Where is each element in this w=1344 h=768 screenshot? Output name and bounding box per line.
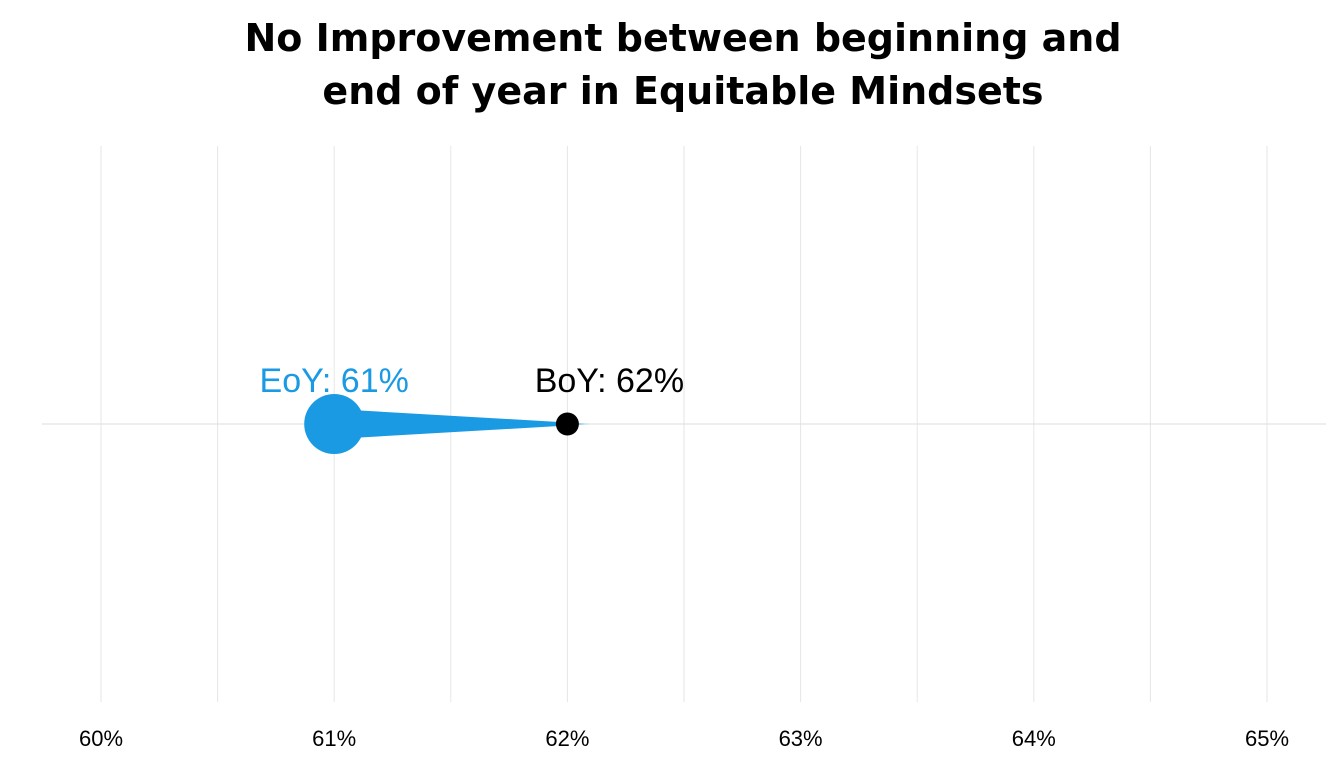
change-arrow xyxy=(334,409,594,439)
x-tick-label: 60% xyxy=(79,726,123,751)
x-tick-label: 62% xyxy=(545,726,589,751)
eoy-point xyxy=(304,394,365,454)
chart-title-line-1: No Improvement between beginning and xyxy=(244,16,1122,60)
x-tick-label: 61% xyxy=(312,726,356,751)
x-tick-label: 64% xyxy=(1012,726,1056,751)
chart-title-line-2: end of year in Equitable Mindsets xyxy=(322,69,1044,113)
x-tick-label: 63% xyxy=(779,726,823,751)
boy-label: BoY: 62% xyxy=(535,362,684,400)
x-tick-label: 65% xyxy=(1245,726,1289,751)
grid-lines xyxy=(42,146,1326,702)
eoy-label: EoY: 61% xyxy=(260,362,409,400)
x-axis-tick-labels: 60% 61% 62% 63% 64% 65% xyxy=(79,726,1289,751)
chart-marks: BoY: 62% EoY: 61% xyxy=(260,362,684,454)
chart-title: No Improvement between beginning and end… xyxy=(0,12,1344,118)
boy-point xyxy=(555,412,579,436)
